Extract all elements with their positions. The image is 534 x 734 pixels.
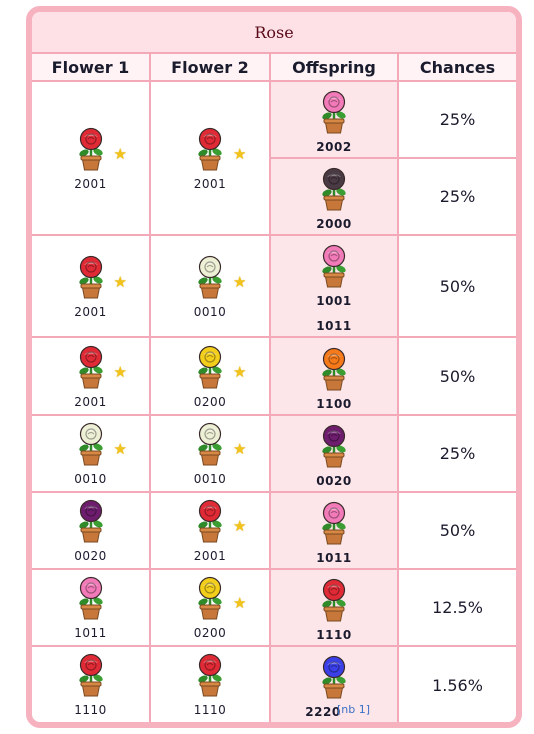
- star-icon: ★: [233, 273, 247, 291]
- offspring-cell: 1100: [271, 338, 399, 416]
- table-row-flower-2: ★ 0010: [151, 416, 271, 493]
- offspring-flower-code: 1011: [316, 319, 352, 333]
- parent-flower-code: 0010: [193, 305, 227, 319]
- offspring-flower-code: 2000: [316, 217, 352, 231]
- star-icon: ★: [233, 145, 247, 163]
- star-icon: ★: [113, 440, 127, 458]
- table-row-flower-1: 0020: [32, 493, 151, 570]
- parent-flower-icon: [151, 422, 269, 466]
- offspring-cell: 2000: [271, 159, 399, 236]
- offspring-flower-code: 1011: [316, 551, 352, 565]
- parent-flower-icon: [32, 422, 149, 466]
- table-row-flower-1: 1011: [32, 570, 151, 647]
- parent-flower-code: 2001: [74, 395, 107, 409]
- offspring-cell: 0020: [271, 416, 399, 493]
- table-row-flower-2: ★ 0200: [151, 338, 271, 416]
- star-icon: ★: [113, 363, 127, 381]
- parent-flower-code: 0010: [74, 472, 107, 486]
- offspring-cell: 1001 1011: [271, 236, 399, 338]
- chance-value: 25%: [399, 82, 516, 159]
- parent-flower-code: 2001: [74, 177, 107, 191]
- column-header: Flower 2: [151, 54, 271, 82]
- parent-flower-icon: [32, 499, 149, 543]
- parent-flower-code: 2001: [193, 549, 227, 563]
- offspring-flower-icon: [271, 347, 397, 391]
- offspring-flower-icon: [271, 244, 397, 288]
- parent-flower-icon: [151, 345, 269, 389]
- star-icon: ★: [233, 363, 247, 381]
- parent-flower-code: 1110: [74, 703, 107, 717]
- offspring-cell: 2220 [nb 1]: [271, 647, 399, 722]
- breeding-table: Rose Flower 1 Flower 2 Offspring Chances ★ 200…: [26, 6, 522, 728]
- parent-flower-icon: [151, 255, 269, 299]
- table-row-flower-1: ★ 2001: [32, 82, 151, 236]
- star-icon: ★: [113, 273, 127, 291]
- parent-flower-icon: [32, 127, 149, 171]
- parent-flower-icon: [32, 576, 149, 620]
- table-row-flower-1: ★ 2001: [32, 338, 151, 416]
- parent-flower-icon: [151, 576, 269, 620]
- table-grid: Rose Flower 1 Flower 2 Offspring Chances ★ 200…: [32, 12, 516, 722]
- footnote-link[interactable]: [nb 1]: [337, 703, 371, 716]
- chance-value: 25%: [399, 416, 516, 493]
- parent-flower-icon: [32, 653, 149, 697]
- offspring-flower-icon: [271, 655, 397, 699]
- table-row-flower-1: ★ 0010: [32, 416, 151, 493]
- star-icon: ★: [113, 145, 127, 163]
- table-title: Rose: [32, 12, 516, 54]
- chance-value: 50%: [399, 338, 516, 416]
- star-icon: ★: [233, 440, 247, 458]
- parent-flower-code: 1011: [74, 626, 107, 640]
- parent-flower-code: 0200: [193, 395, 227, 409]
- parent-flower-code: 0200: [193, 626, 227, 640]
- offspring-flower-icon: [271, 167, 397, 211]
- offspring-flower-code: 2002: [316, 140, 352, 154]
- star-icon: ★: [233, 594, 247, 612]
- offspring-flower-code: 1001: [316, 294, 352, 308]
- table-row-flower-2: ★ 0010: [151, 236, 271, 338]
- offspring-cell: 2002: [271, 82, 399, 159]
- column-header: Chances: [399, 54, 516, 82]
- parent-flower-icon: [151, 499, 269, 543]
- offspring-flower-code: 1100: [316, 397, 352, 411]
- table-row-flower-2: ★ 0200: [151, 570, 271, 647]
- parent-flower-icon: [151, 653, 269, 697]
- parent-flower-code: 0020: [74, 549, 107, 563]
- offspring-cell: 1011: [271, 493, 399, 570]
- chance-value: 12.5%: [399, 570, 516, 647]
- table-row-flower-1: ★ 2001: [32, 236, 151, 338]
- offspring-flower-icon: [271, 578, 397, 622]
- offspring-flower-icon: [271, 90, 397, 134]
- column-header: Offspring: [271, 54, 399, 82]
- offspring-flower-code: 2220: [305, 705, 341, 719]
- offspring-flower-code: 0020: [316, 474, 352, 488]
- offspring-flower-icon: [271, 424, 397, 468]
- parent-flower-icon: [32, 255, 149, 299]
- chance-value: 1.56%: [399, 647, 516, 722]
- parent-flower-code: 2001: [74, 305, 107, 319]
- offspring-flower-icon: [271, 501, 397, 545]
- parent-flower-code: 2001: [193, 177, 227, 191]
- parent-flower-icon: [32, 345, 149, 389]
- table-row-flower-2: ★ 2001: [151, 493, 271, 570]
- parent-flower-code: 0010: [193, 472, 227, 486]
- table-row-flower-2: 1110: [151, 647, 271, 722]
- table-row-flower-2: ★ 2001: [151, 82, 271, 236]
- parent-flower-code: 1110: [193, 703, 227, 717]
- chance-value: 50%: [399, 493, 516, 570]
- column-header: Flower 1: [32, 54, 151, 82]
- chance-value: 25%: [399, 159, 516, 236]
- offspring-flower-code: 1110: [316, 628, 352, 642]
- star-icon: ★: [233, 517, 247, 535]
- offspring-cell: 1110: [271, 570, 399, 647]
- chance-value: 50%: [399, 236, 516, 338]
- table-row-flower-1: 1110: [32, 647, 151, 722]
- parent-flower-icon: [151, 127, 269, 171]
